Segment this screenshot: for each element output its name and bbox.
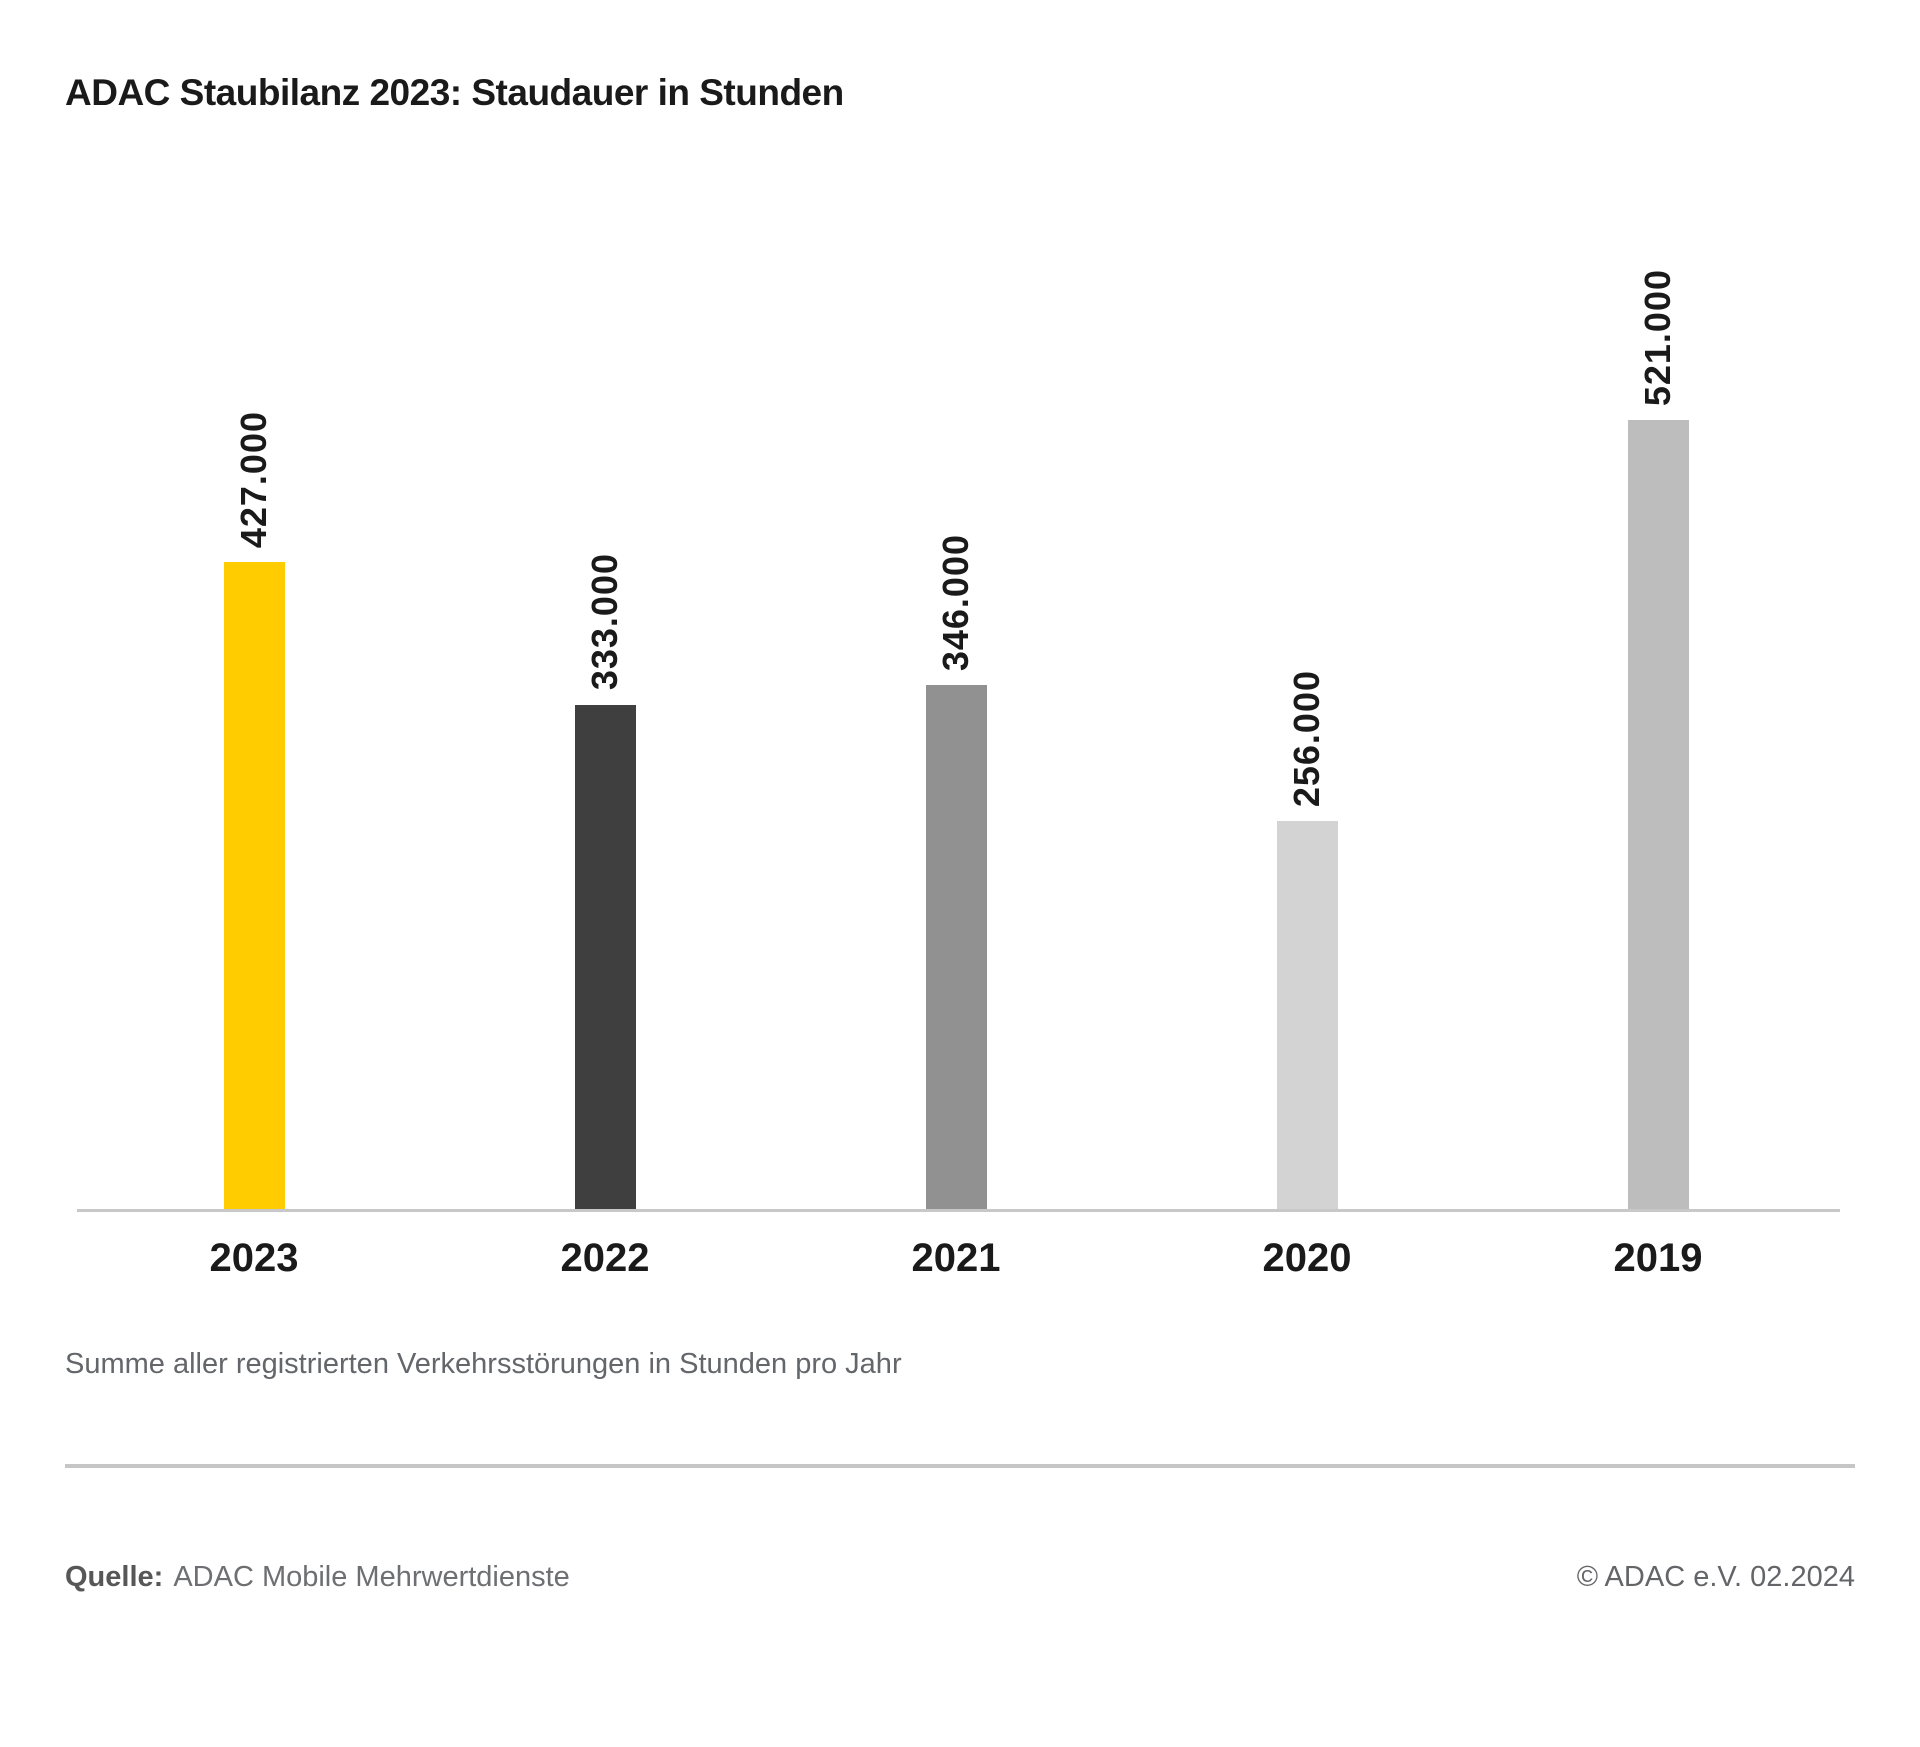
- x-tick-label-2023: 2023: [209, 1236, 299, 1280]
- bar: [1627, 419, 1689, 1209]
- bar-value-label: 256.000: [1286, 670, 1327, 808]
- bar-chart: 427.000 333.000 346.000 256.000 521.000: [77, 170, 1840, 1212]
- x-tick-label-2021: 2021: [911, 1236, 1001, 1280]
- bar: [574, 704, 636, 1209]
- x-tick-label-2022: 2022: [560, 1236, 650, 1280]
- x-tick-label-2020: 2020: [1262, 1236, 1352, 1280]
- source-label: Quelle:: [65, 1561, 164, 1593]
- bar-value-label: 427.000: [233, 410, 274, 549]
- bar: [925, 684, 987, 1209]
- copyright: © ADAC e.V. 02.2024: [1576, 1561, 1855, 1593]
- x-axis-line: [77, 1209, 1840, 1212]
- bar-group-2022: 333.000: [505, 553, 705, 1209]
- source-value: ADAC Mobile Mehrwertdienste: [173, 1561, 570, 1593]
- x-tick-label-2019: 2019: [1613, 1236, 1703, 1280]
- bar-value-label: 333.000: [584, 553, 625, 691]
- bar-group-2019: 521.000: [1558, 269, 1758, 1209]
- bar-group-2023: 427.000: [154, 411, 354, 1209]
- chart-title: ADAC Staubilanz 2023: Staudauer in Stund…: [65, 72, 844, 113]
- bar: [223, 562, 285, 1209]
- footer-divider: [65, 1464, 1855, 1468]
- bar-group-2021: 346.000: [856, 534, 1056, 1209]
- bar-value-label: 346.000: [935, 533, 976, 671]
- bar: [1276, 821, 1338, 1209]
- chart-caption: Summe aller registrierten Verkehrsstörun…: [65, 1348, 902, 1380]
- source-line: Quelle: ADAC Mobile Mehrwertdienste: [65, 1560, 570, 1595]
- bar-value-label: 521.000: [1637, 268, 1678, 406]
- bar-group-2020: 256.000: [1207, 670, 1407, 1209]
- x-axis-labels: 2023 2022 2021 2020 2019: [77, 1228, 1840, 1298]
- footer: Quelle: ADAC Mobile Mehrwertdienste © ADA…: [65, 1560, 1855, 1595]
